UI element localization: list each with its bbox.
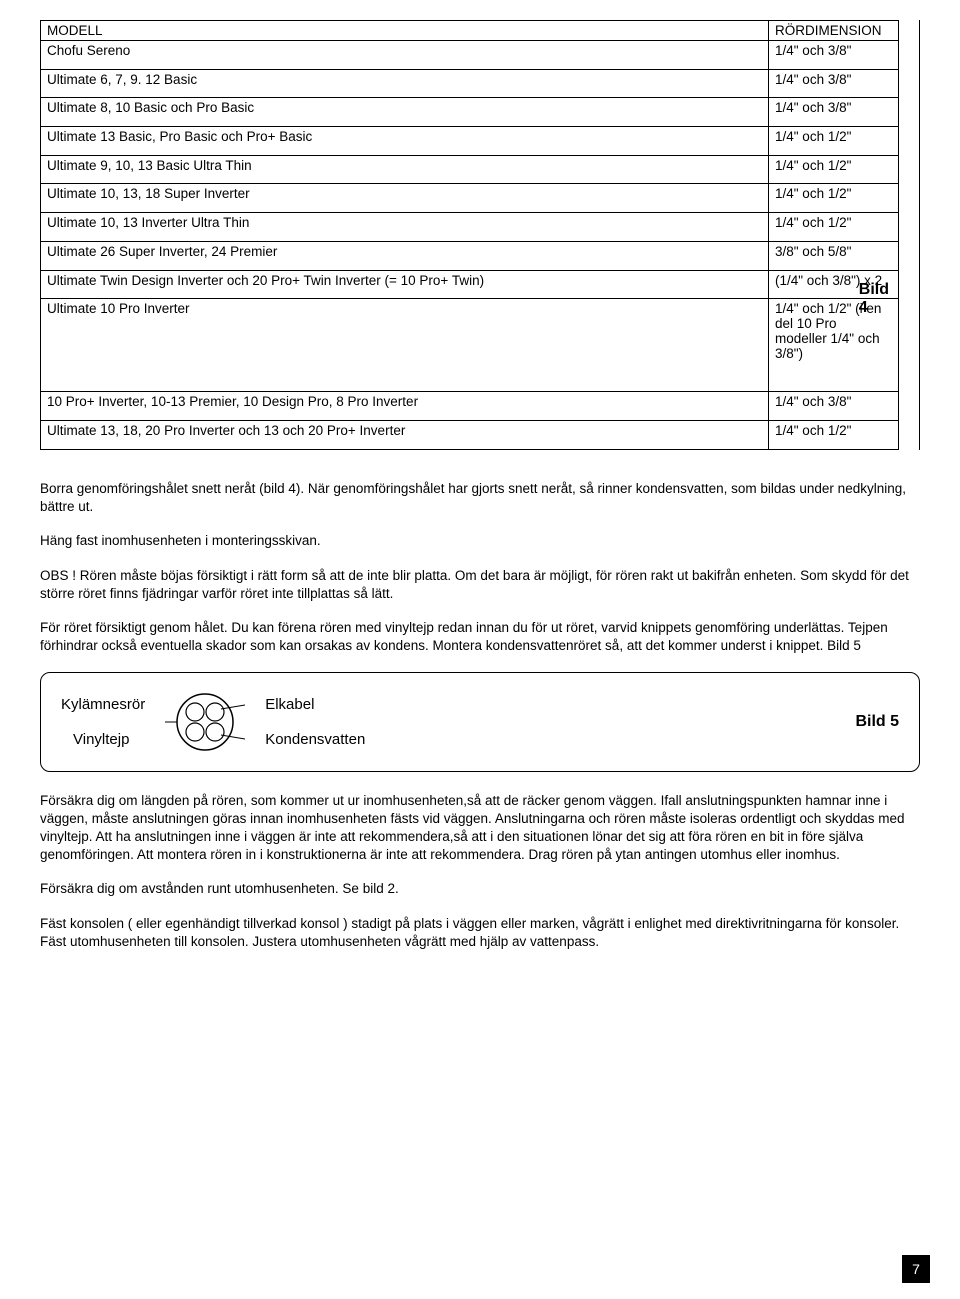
table-row: Ultimate 13 Basic, Pro Basic och Pro+ Ba… [41, 127, 899, 156]
table-cell-dim: 1/4" och 1/2" [769, 213, 899, 242]
table-cell-model: Ultimate 26 Super Inverter, 24 Premier [41, 241, 769, 270]
table-cell-model: Chofu Sereno [41, 41, 769, 70]
label-elkabel: Elkabel [265, 696, 365, 713]
table-cell-model: Ultimate 9, 10, 13 Basic Ultra Thin [41, 155, 769, 184]
table-row: Ultimate 10, 13, 18 Super Inverter1/4" o… [41, 184, 899, 213]
table-row: Ultimate 8, 10 Basic och Pro Basic1/4" o… [41, 98, 899, 127]
table-cell-model: Ultimate 10, 13, 18 Super Inverter [41, 184, 769, 213]
table-cell-model: 10 Pro+ Inverter, 10-13 Premier, 10 Desi… [41, 392, 769, 421]
top-section: MODELL RÖRDIMENSION Chofu Sereno1/4" och… [40, 20, 920, 450]
table-cell-dim: 3/8" och 5/8" [769, 241, 899, 270]
table-row: Ultimate 13, 18, 20 Pro Inverter och 13 … [41, 421, 899, 450]
page-number: 7 [902, 1255, 930, 1283]
label-vinyltejp: Vinyltejp [73, 731, 145, 748]
bild5-left-labels: Kylämnesrör Vinyltejp [61, 696, 145, 748]
table-cell-model: Ultimate 10, 13 Inverter Ultra Thin [41, 213, 769, 242]
paragraph-1: Borra genomföringshålet snett neråt (bil… [40, 480, 920, 516]
paragraph-5: Försäkra dig om längden på rören, som ko… [40, 792, 920, 865]
paragraph-4: För röret försiktigt genom hålet. Du kan… [40, 619, 920, 655]
bild5-diagram-box: Kylämnesrör Vinyltejp Elkabel Kondensvat… [40, 672, 920, 772]
table-cell-dim: 1/4" och 3/8" [769, 98, 899, 127]
table-row: Ultimate 6, 7, 9. 12 Basic1/4" och 3/8" [41, 69, 899, 98]
bild5-right-labels: Elkabel Kondensvatten [265, 696, 365, 748]
table-cell-dim: 1/4" och 3/8" [769, 41, 899, 70]
paragraph-6: Försäkra dig om avstånden runt utomhusen… [40, 880, 920, 898]
table-cell-model: Ultimate 13 Basic, Pro Basic och Pro+ Ba… [41, 127, 769, 156]
table-cell-dim: 1/4" och 1/2" [769, 421, 899, 450]
table-cell-dim: 1/4" och 1/2" [769, 127, 899, 156]
table-cell-model: Ultimate Twin Design Inverter och 20 Pro… [41, 270, 769, 299]
bild4-caption: Bild 4 [859, 281, 889, 317]
table-header-dim: RÖRDIMENSION [769, 21, 899, 41]
label-kylamnesror: Kylämnesrör [61, 696, 145, 713]
table-cell-model: Ultimate 13, 18, 20 Pro Inverter och 13 … [41, 421, 769, 450]
table-row: Ultimate 10 Pro Inverter1/4" och 1/2" (i… [41, 299, 899, 392]
table-row: 10 Pro+ Inverter, 10-13 Premier, 10 Desi… [41, 392, 899, 421]
label-kondensvatten: Kondensvatten [265, 731, 365, 748]
paragraph-2: Häng fast inomhusenheten i monteringsski… [40, 532, 920, 550]
table-row: Ultimate 26 Super Inverter, 24 Premier3/… [41, 241, 899, 270]
paragraph-7: Fäst konsolen ( eller egenhändigt tillve… [40, 915, 920, 951]
table-header-model: MODELL [41, 21, 769, 41]
table-cell-dim: 1/4" och 3/8" [769, 392, 899, 421]
table-cell-model: Ultimate 8, 10 Basic och Pro Basic [41, 98, 769, 127]
paragraph-3: OBS ! Rören måste böjas försiktigt i rät… [40, 567, 920, 603]
bild5-caption: Bild 5 [855, 713, 899, 731]
table-cell-dim: 1/4" och 1/2" [769, 155, 899, 184]
table-row: Ultimate Twin Design Inverter och 20 Pro… [41, 270, 899, 299]
table-row: Ultimate 10, 13 Inverter Ultra Thin1/4" … [41, 213, 899, 242]
table-row: Chofu Sereno1/4" och 3/8" [41, 41, 899, 70]
bild4-diagram: Yttre sidan Vägg Inre sidan Bild 4 5-7 m… [919, 20, 920, 450]
cable-bundle-svg [165, 687, 245, 757]
table-row: Ultimate 9, 10, 13 Basic Ultra Thin1/4" … [41, 155, 899, 184]
table-cell-model: Ultimate 10 Pro Inverter [41, 299, 769, 392]
table-cell-dim: 1/4" och 1/2" [769, 184, 899, 213]
table-cell-dim: 1/4" och 3/8" [769, 69, 899, 98]
table-cell-model: Ultimate 6, 7, 9. 12 Basic [41, 69, 769, 98]
pipe-dimension-table: MODELL RÖRDIMENSION Chofu Sereno1/4" och… [40, 20, 899, 450]
